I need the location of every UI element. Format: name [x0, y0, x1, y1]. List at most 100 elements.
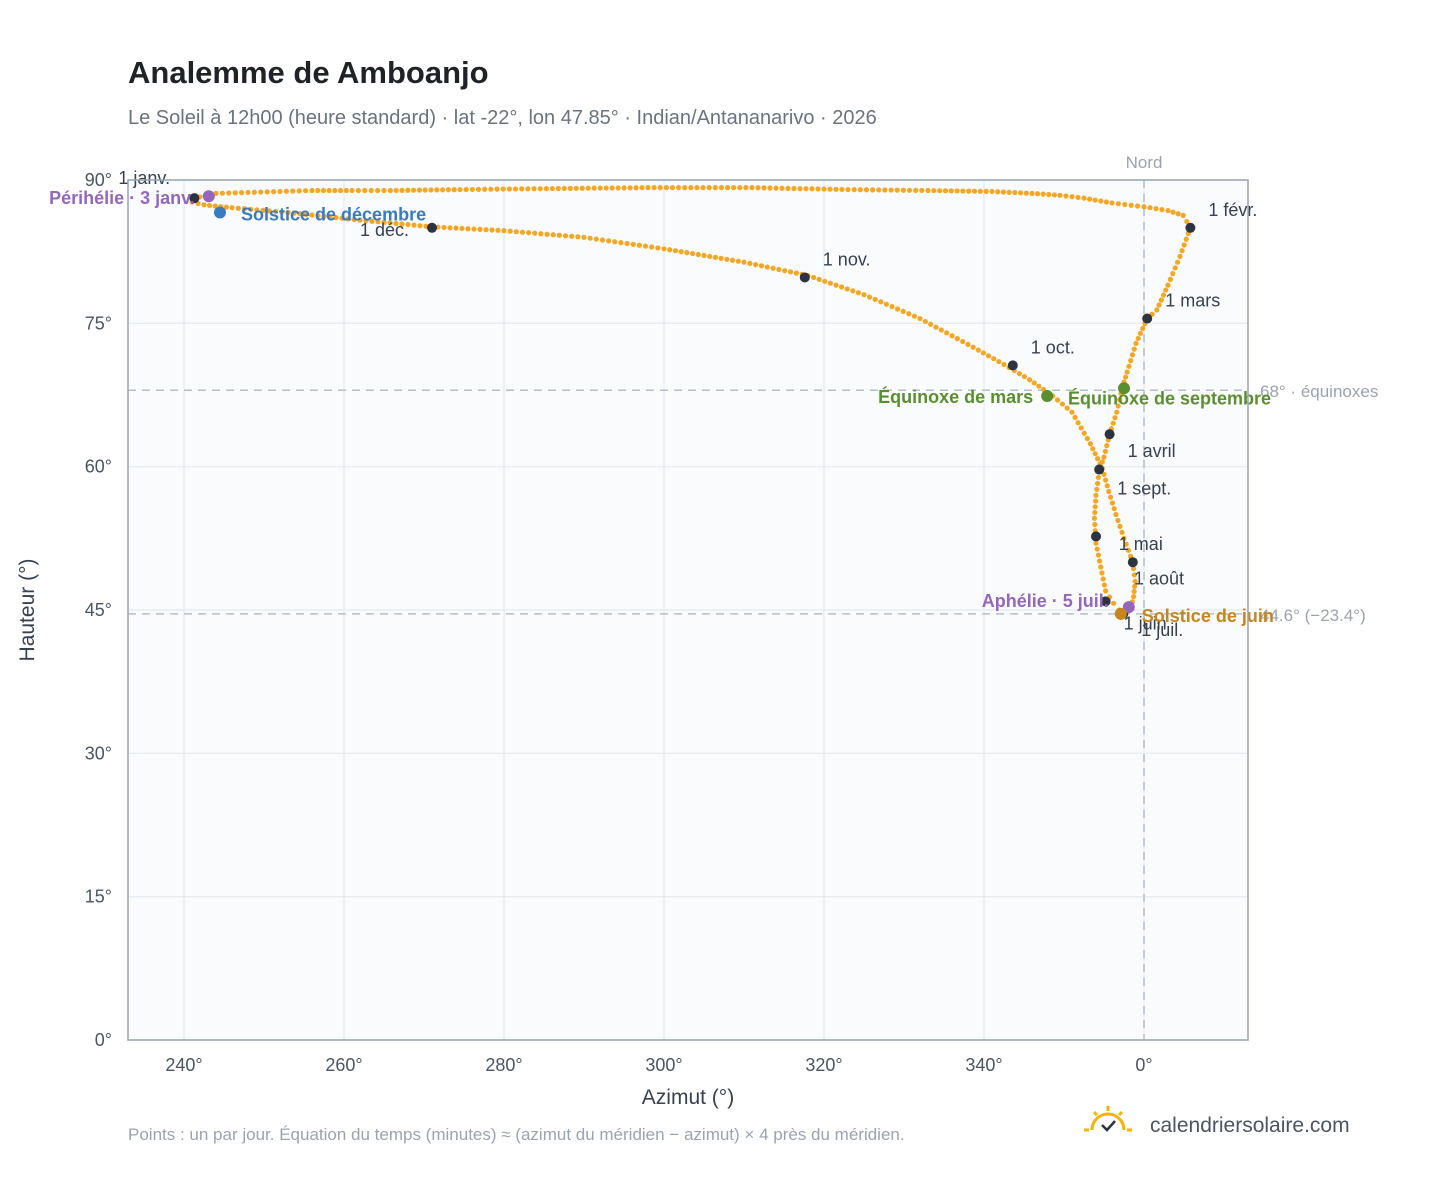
- curve-point: [1123, 374, 1129, 380]
- curve-point: [513, 229, 519, 235]
- curve-point: [213, 190, 219, 196]
- x-tick-label: 0°: [1135, 1055, 1152, 1075]
- curve-point: [639, 185, 645, 191]
- curve-point: [337, 187, 344, 194]
- curve-point: [1090, 446, 1096, 452]
- chart-subtitle: Le Soleil à 12h00 (heure standard) · lat…: [128, 107, 877, 129]
- curve-point: [913, 187, 919, 193]
- curve-point: [1125, 547, 1131, 553]
- curve-point: [434, 187, 440, 193]
- curve-point: [264, 189, 270, 195]
- month-label: 1 mars: [1165, 291, 1220, 311]
- curve-point: [888, 187, 894, 193]
- curve-point: [362, 187, 368, 194]
- curve-point: [387, 187, 393, 194]
- curve-point: [488, 186, 494, 192]
- curve-point: [977, 188, 983, 194]
- curve-point: [1131, 588, 1137, 595]
- x-tick-label: 340°: [965, 1055, 1002, 1075]
- curve-point: [463, 186, 469, 193]
- event-marker: [1122, 601, 1135, 614]
- curve-point: [459, 225, 465, 232]
- curve-point: [1102, 448, 1108, 454]
- curve-point: [1180, 212, 1186, 218]
- curve-point: [1069, 409, 1075, 415]
- curve-point: [357, 217, 363, 223]
- curve-point: [226, 190, 232, 196]
- curve-point: [989, 188, 995, 195]
- reference-line-label: 68° · équinoxes: [1260, 382, 1378, 401]
- curve-point: [985, 353, 992, 359]
- curve-point: [1104, 483, 1110, 489]
- curve-point: [248, 206, 254, 212]
- curve-point: [773, 185, 779, 191]
- curve-point: [833, 282, 839, 288]
- month-label: 1 sept.: [1117, 479, 1171, 499]
- curve-point: [333, 214, 339, 221]
- month-label: 1 nov.: [823, 249, 871, 269]
- curve-point: [695, 251, 701, 258]
- curve-point: [1057, 192, 1063, 198]
- curve-point: [416, 187, 422, 193]
- curve-point: [201, 202, 207, 208]
- curve-point: [741, 259, 747, 265]
- curve-point: [749, 185, 755, 191]
- month-marker: [1142, 313, 1153, 324]
- curve-point: [1159, 207, 1165, 213]
- curve-point: [296, 188, 302, 194]
- curve-point: [867, 294, 873, 300]
- curve-point: [1133, 340, 1139, 346]
- curve-point: [960, 188, 966, 194]
- curve-point: [688, 185, 694, 191]
- month-label: 1 oct.: [1031, 337, 1075, 357]
- curve-point: [506, 186, 512, 192]
- curve-point: [712, 185, 718, 191]
- curve-point: [731, 185, 737, 191]
- curve-point: [251, 189, 257, 195]
- curve-point: [369, 218, 375, 224]
- curve-point: [839, 284, 845, 290]
- curve-point: [655, 245, 661, 251]
- curve-point: [767, 185, 773, 191]
- curve-point: [649, 244, 655, 250]
- curve-point: [321, 213, 327, 219]
- curve-point: [1131, 572, 1137, 578]
- curve-point: [1069, 194, 1075, 200]
- curve-point: [1141, 204, 1147, 210]
- curve-point: [1128, 202, 1134, 208]
- curve-point: [550, 232, 556, 238]
- curve-point: [1122, 201, 1128, 208]
- event-marker: [1041, 389, 1054, 402]
- curve-point: [1092, 521, 1098, 528]
- curve-point: [833, 186, 839, 192]
- curve-point: [861, 292, 867, 298]
- curve-point: [1115, 201, 1121, 207]
- curve-point: [1167, 276, 1173, 282]
- y-tick-label: 15°: [85, 887, 112, 907]
- curve-point: [1064, 405, 1070, 411]
- curve-point: [928, 321, 934, 327]
- curve-point: [519, 229, 526, 235]
- curve-point: [393, 220, 399, 227]
- curve-point: [1087, 441, 1093, 447]
- curve-point: [1055, 397, 1061, 403]
- curve-point: [271, 189, 277, 195]
- curve-point: [495, 227, 501, 233]
- curve-point: [1165, 207, 1171, 214]
- curve-point: [770, 265, 776, 271]
- event-marker: [1118, 382, 1130, 395]
- curve-point: [447, 225, 453, 231]
- curve-point: [1031, 380, 1037, 386]
- curve-point: [417, 223, 423, 229]
- month-marker: [189, 193, 200, 204]
- curve-point: [701, 252, 707, 259]
- curve-point: [1081, 195, 1087, 201]
- curve-point: [872, 296, 878, 303]
- curve-point: [1163, 287, 1169, 293]
- curve-point: [1095, 474, 1101, 481]
- curve-point: [1087, 196, 1093, 202]
- curve-point: [519, 186, 525, 192]
- curve-point: [855, 290, 862, 296]
- curve-point: [440, 187, 446, 193]
- curve-point: [1097, 558, 1103, 564]
